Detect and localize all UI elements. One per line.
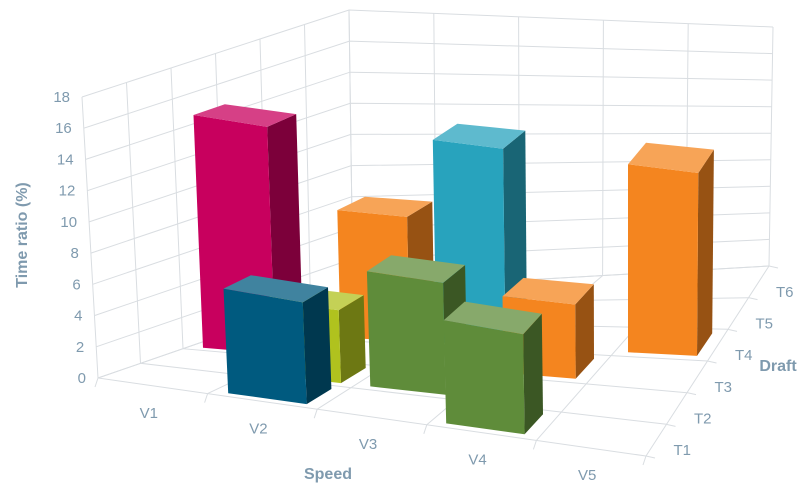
x-tick-mark bbox=[94, 377, 99, 388]
y-tick-label: 10 bbox=[60, 214, 77, 231]
bar-top bbox=[432, 123, 526, 149]
z-category-label: T1 bbox=[673, 442, 691, 459]
z-tick-mark bbox=[707, 360, 717, 364]
bar-side bbox=[338, 295, 366, 384]
y-tick-label: 14 bbox=[57, 151, 74, 168]
z-tick-mark bbox=[748, 297, 758, 301]
gridline-horizontal bbox=[83, 40, 773, 129]
bar-side bbox=[523, 313, 543, 435]
x-tick-mark bbox=[423, 424, 428, 434]
bar-top bbox=[337, 196, 433, 217]
bar-V5-T4 bbox=[628, 142, 714, 356]
x-category-label: V4 bbox=[468, 452, 486, 469]
bar-front bbox=[223, 288, 307, 405]
z-category-label: T5 bbox=[755, 316, 773, 333]
z-axis-title: Draft bbox=[759, 358, 797, 375]
bar-top bbox=[366, 255, 466, 283]
x-axis-title: Speed bbox=[304, 466, 352, 483]
bar-side bbox=[302, 287, 332, 405]
bar-top bbox=[502, 277, 594, 305]
bar-side bbox=[575, 284, 594, 379]
x-category-label: V1 bbox=[140, 405, 158, 422]
y-tick-label: 8 bbox=[71, 245, 79, 262]
z-category-label: T6 bbox=[776, 284, 794, 301]
x-tick-mark bbox=[642, 455, 647, 466]
y-tick-label: 12 bbox=[59, 183, 76, 200]
z-tick-mark bbox=[645, 455, 656, 459]
bar-front bbox=[366, 271, 446, 395]
y-axis-ticks: 0 2 4 6 8 10 12 14 16 18 bbox=[53, 89, 86, 387]
x-tick-mark bbox=[204, 393, 209, 403]
bar-V4-T1 bbox=[443, 301, 543, 435]
z-tick-mark bbox=[666, 423, 676, 427]
x-category-label: V5 bbox=[578, 467, 596, 484]
x-tick-mark bbox=[532, 440, 537, 450]
bar-top bbox=[628, 142, 714, 173]
bar-top bbox=[193, 104, 297, 127]
x-axis-ticks: V1 V2 V3 V4 V5 bbox=[140, 405, 597, 484]
bar-front bbox=[443, 320, 525, 435]
z-tick-mark bbox=[686, 392, 697, 396]
bar-series bbox=[193, 104, 714, 435]
y-tick-label: 4 bbox=[74, 308, 82, 325]
x-category-label: V2 bbox=[249, 420, 267, 437]
z-category-label: T3 bbox=[714, 379, 732, 396]
bar-front bbox=[628, 164, 699, 356]
y-axis-title: Time ratio (%) bbox=[14, 182, 31, 288]
x-tick-mark bbox=[313, 409, 318, 419]
gridline-horizontal bbox=[81, 9, 774, 98]
y-tick-label: 18 bbox=[53, 89, 70, 106]
y-tick-label: 2 bbox=[76, 339, 84, 356]
bar-side bbox=[697, 149, 714, 356]
x-category-label: V3 bbox=[359, 436, 377, 453]
z-category-label: T2 bbox=[694, 411, 712, 428]
bar-top bbox=[443, 301, 542, 335]
z-tick-mark bbox=[768, 265, 779, 269]
y-tick-label: 16 bbox=[55, 120, 72, 137]
z-category-label: T4 bbox=[735, 347, 753, 364]
y-tick-label: 6 bbox=[72, 276, 80, 293]
z-tick-mark bbox=[727, 328, 738, 332]
bar-V2-T1 bbox=[223, 275, 332, 405]
y-tick-label: 0 bbox=[78, 370, 86, 387]
bar-top bbox=[223, 275, 328, 303]
